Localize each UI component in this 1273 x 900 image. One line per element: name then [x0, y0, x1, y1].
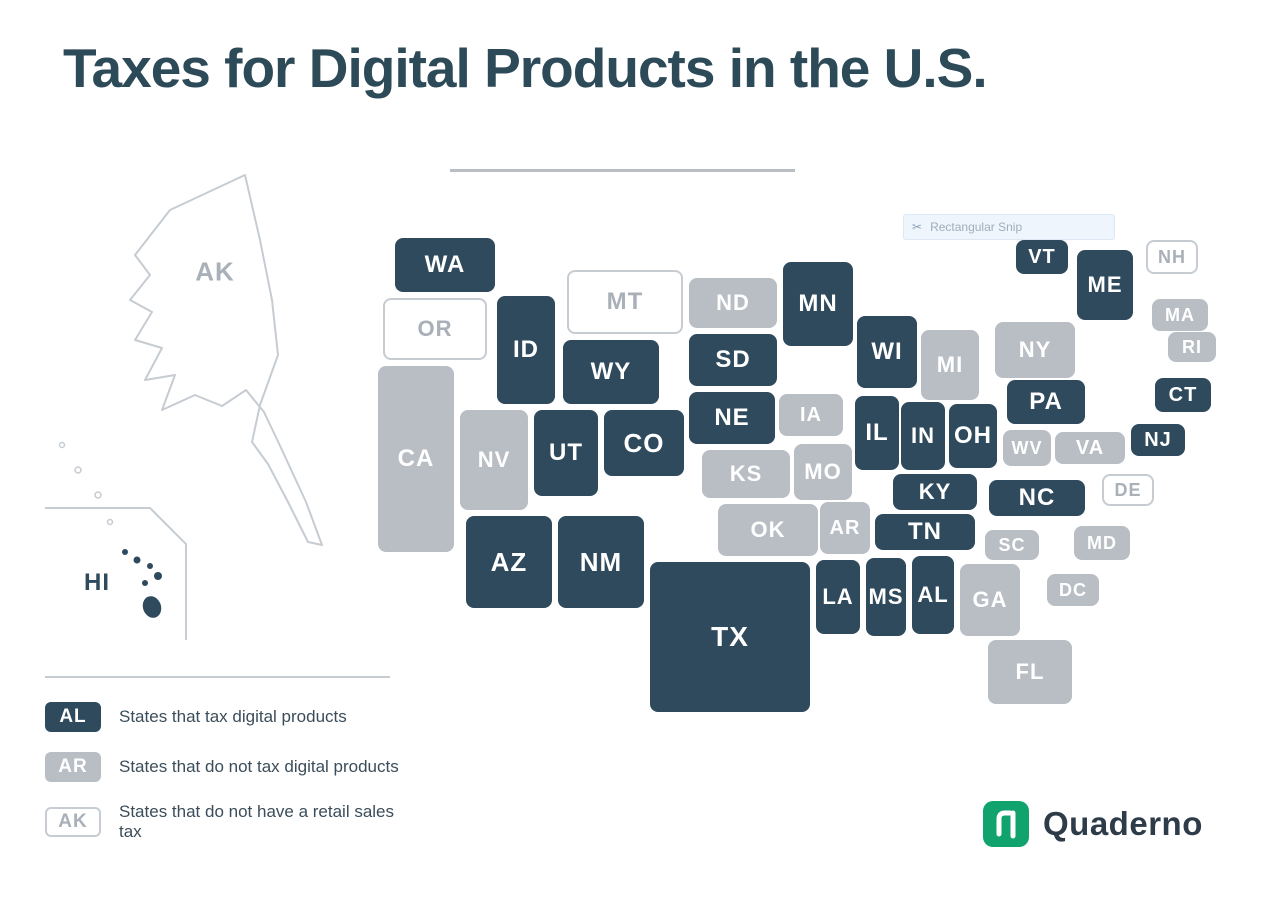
- state-ga: GA: [960, 564, 1020, 636]
- state-de: DE: [1102, 474, 1154, 506]
- state-wa: WA: [395, 238, 495, 292]
- state-co: CO: [604, 410, 684, 476]
- state-ma: MA: [1152, 299, 1208, 331]
- state-me: ME: [1077, 250, 1133, 320]
- state-wy: WY: [563, 340, 659, 404]
- hawaii-inset: [45, 507, 187, 640]
- state-nm: NM: [558, 516, 644, 608]
- state-ms: MS: [866, 558, 906, 636]
- legend-item-no-sales-tax: AK States that do not have a retail sale…: [45, 802, 405, 842]
- state-ky: KY: [893, 474, 977, 510]
- state-wi: WI: [857, 316, 917, 388]
- state-pa: PA: [1007, 380, 1085, 424]
- legend-badge-no-sales-tax: AK: [45, 807, 101, 837]
- legend-label-no-tax: States that do not tax digital products: [119, 757, 399, 776]
- legend-divider: [45, 676, 390, 678]
- state-id: ID: [497, 296, 555, 404]
- state-tn: TN: [875, 514, 975, 550]
- state-mi: MI: [921, 330, 979, 400]
- state-ne: NE: [689, 392, 775, 444]
- state-ks: KS: [702, 450, 790, 498]
- state-oh: OH: [949, 404, 997, 468]
- state-ok: OK: [718, 504, 818, 556]
- state-dc: DC: [1047, 574, 1099, 606]
- state-nc: NC: [989, 480, 1085, 516]
- state-fl: FL: [988, 640, 1072, 704]
- state-nv: NV: [460, 410, 528, 510]
- title-divider: [450, 169, 795, 172]
- legend-badge-no-tax: AR: [45, 752, 101, 782]
- snip-mode-button[interactable]: ✂ Rectangular Snip: [903, 214, 1115, 240]
- state-va: VA: [1055, 432, 1125, 464]
- state-tx: TX: [650, 562, 810, 712]
- state-ny: NY: [995, 322, 1075, 378]
- state-ia: IA: [779, 394, 843, 436]
- state-sc: SC: [985, 530, 1039, 560]
- legend-badge-tax: AL: [45, 702, 101, 732]
- state-ct: CT: [1155, 378, 1211, 412]
- state-mo: MO: [794, 444, 852, 500]
- state-nd: ND: [689, 278, 777, 328]
- quaderno-logo-icon: [983, 801, 1029, 847]
- alaska-outline: [58, 174, 323, 546]
- state-az: AZ: [466, 516, 552, 608]
- state-ut: UT: [534, 410, 598, 496]
- brand-name: Quaderno: [1043, 805, 1203, 842]
- state-md: MD: [1074, 526, 1130, 560]
- state-ca: CA: [378, 366, 454, 552]
- brand: Quaderno: [983, 801, 1203, 847]
- state-in: IN: [901, 402, 945, 470]
- snip-mode-label: Rectangular Snip: [930, 220, 1023, 234]
- scissors-icon: ✂: [912, 220, 923, 234]
- state-mn: MN: [783, 262, 853, 346]
- state-ri: RI: [1168, 332, 1216, 362]
- legend-item-no-tax: AR States that do not tax digital produc…: [45, 752, 405, 782]
- state-sd: SD: [689, 334, 777, 386]
- state-mt: MT: [567, 270, 683, 334]
- state-ar: AR: [820, 502, 870, 554]
- state-label-hi: HI: [84, 569, 110, 596]
- state-il: IL: [855, 396, 899, 470]
- state-vt: VT: [1016, 240, 1068, 274]
- legend-label-tax: States that tax digital products: [119, 707, 347, 726]
- legend-item-tax: AL States that tax digital products: [45, 702, 405, 732]
- state-al: AL: [912, 556, 954, 634]
- state-wv: WV: [1003, 430, 1051, 466]
- state-la: LA: [816, 560, 860, 634]
- state-nh: NH: [1146, 240, 1198, 274]
- state-label-ak: AK: [195, 256, 235, 287]
- page-title: Taxes for Digital Products in the U.S.: [63, 37, 988, 99]
- state-nj: NJ: [1131, 424, 1185, 456]
- legend-label-no-sales-tax: States that do not have a retail sales t…: [119, 802, 395, 841]
- legend: AL States that tax digital products AR S…: [45, 676, 405, 862]
- state-or: OR: [383, 298, 487, 360]
